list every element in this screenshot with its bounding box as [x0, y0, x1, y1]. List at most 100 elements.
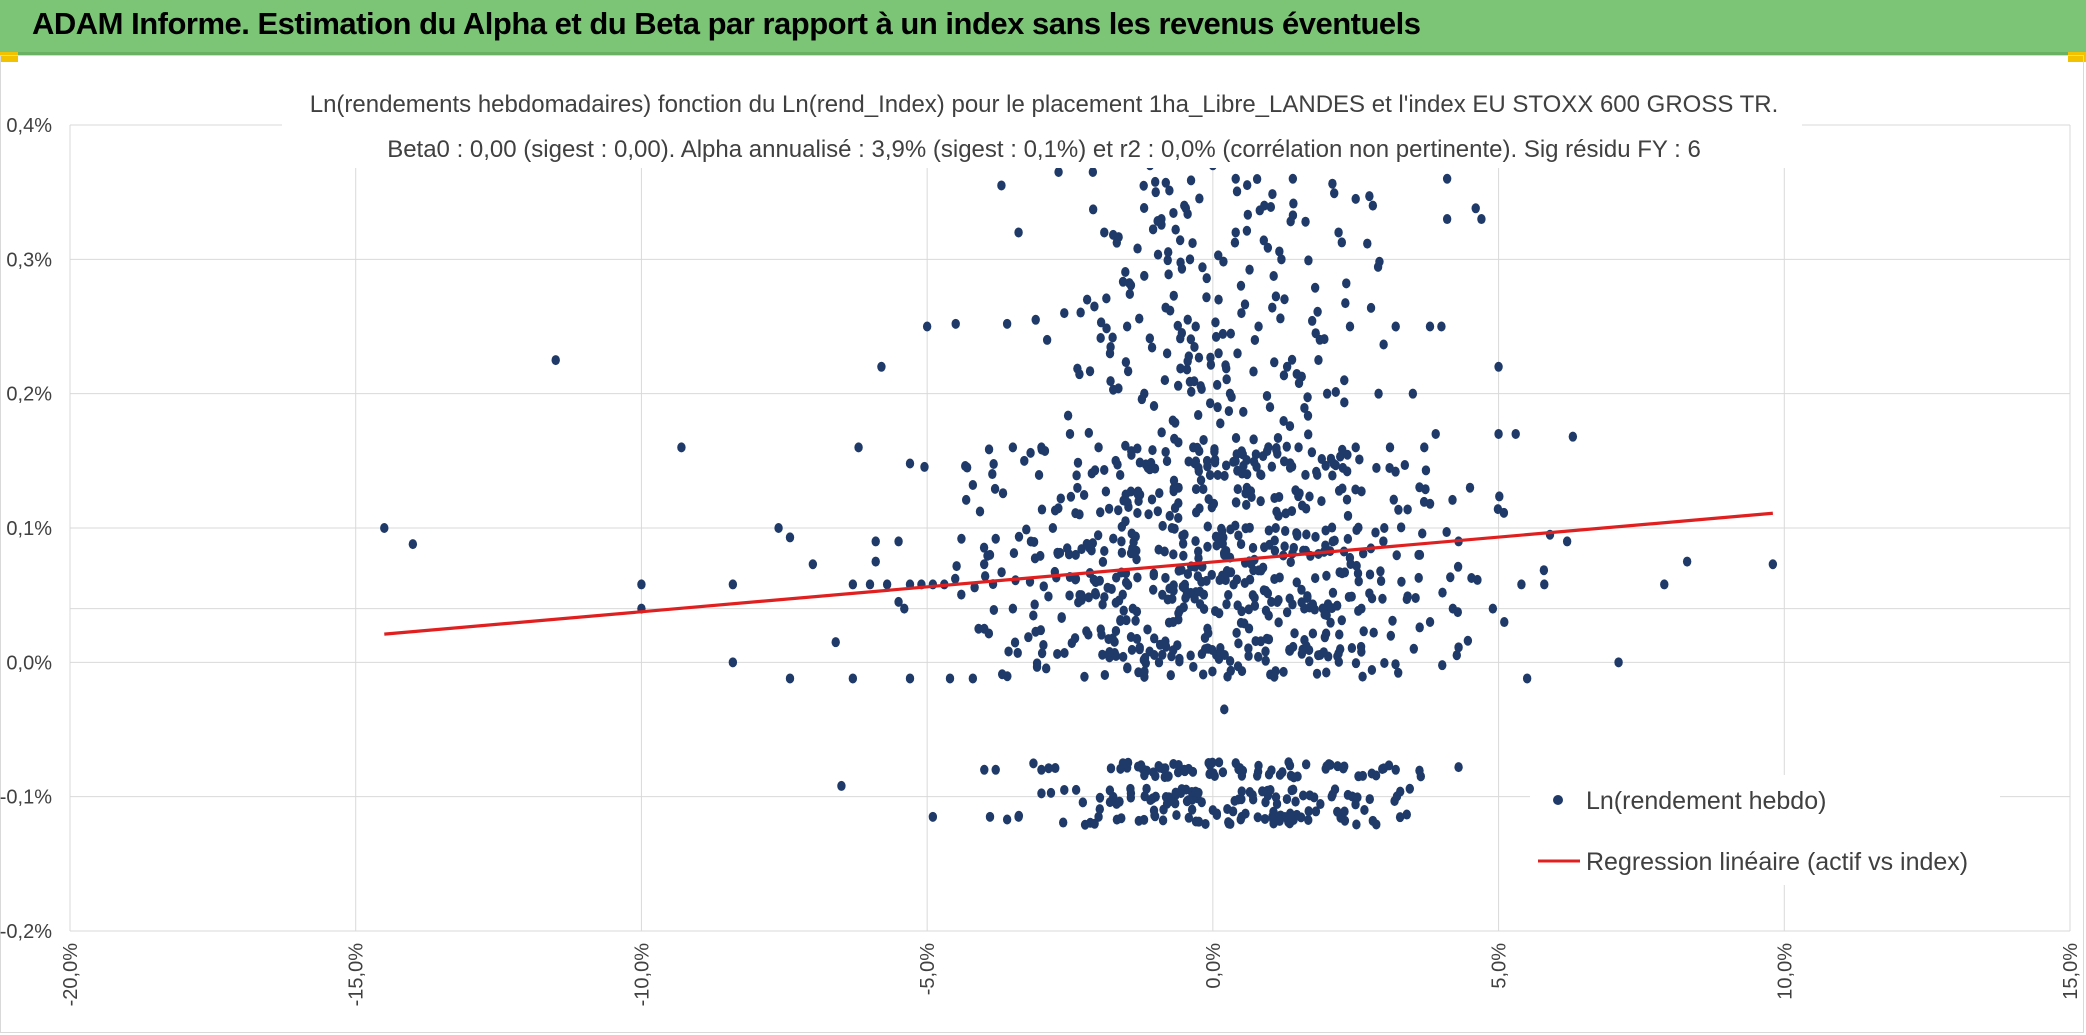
data-point — [1358, 770, 1368, 781]
data-point — [1063, 543, 1072, 554]
data-point — [1321, 525, 1330, 536]
data-point — [1072, 470, 1081, 481]
data-point — [1400, 460, 1410, 471]
data-point — [1149, 584, 1158, 595]
data-point — [1117, 547, 1127, 558]
data-point — [1186, 175, 1196, 186]
data-point — [1060, 647, 1069, 658]
data-point — [1191, 484, 1201, 495]
data-point — [1228, 806, 1238, 817]
data-point — [961, 494, 971, 505]
data-point — [1261, 797, 1270, 808]
data-point — [1292, 577, 1301, 588]
data-point — [1250, 592, 1259, 603]
data-point — [1014, 531, 1024, 542]
data-point — [1131, 615, 1140, 626]
data-point — [1078, 797, 1088, 808]
data-point — [1314, 355, 1323, 366]
data-point — [1220, 470, 1229, 481]
data-point — [1195, 599, 1205, 610]
data-point — [1002, 318, 1012, 329]
data-point — [1453, 561, 1463, 572]
data-point — [1146, 795, 1155, 806]
data-point — [1153, 249, 1163, 260]
data-point — [1199, 484, 1208, 495]
data-point — [970, 582, 979, 593]
data-point — [1442, 214, 1452, 225]
data-point — [1098, 649, 1107, 660]
y-tick-label: -0,2% — [0, 921, 52, 943]
data-point — [1268, 189, 1277, 200]
data-point — [1275, 815, 1284, 826]
data-point — [1256, 469, 1265, 480]
data-point — [1218, 767, 1228, 778]
data-point — [989, 459, 998, 470]
data-point — [1285, 644, 1294, 655]
data-point — [1226, 328, 1235, 339]
data-point — [1253, 812, 1263, 823]
data-point — [1266, 202, 1276, 213]
data-point — [1272, 506, 1281, 517]
data-point — [1095, 804, 1104, 815]
data-point — [1133, 572, 1142, 583]
data-point — [1351, 193, 1360, 204]
x-tick-label: -20,0% — [60, 943, 82, 1007]
data-point — [1411, 592, 1420, 603]
data-point — [1205, 398, 1215, 409]
data-point — [848, 673, 858, 684]
data-point — [1154, 657, 1164, 668]
data-point — [1347, 643, 1357, 654]
data-point — [1162, 348, 1172, 359]
data-point — [1454, 642, 1463, 653]
data-point — [1260, 813, 1270, 824]
data-point — [1176, 363, 1185, 374]
data-point — [1415, 622, 1424, 633]
data-point — [1155, 488, 1164, 499]
data-point — [728, 579, 738, 590]
data-point — [1320, 334, 1329, 345]
data-point — [1305, 790, 1315, 801]
data-point — [1334, 227, 1343, 238]
data-point — [1008, 442, 1018, 453]
data-point — [871, 556, 880, 567]
data-point — [1169, 645, 1178, 656]
data-point — [1268, 302, 1277, 313]
data-point — [1188, 766, 1198, 777]
y-tick-label: 0,4% — [6, 115, 52, 137]
data-point — [1245, 574, 1255, 585]
data-point — [957, 533, 966, 544]
data-point — [1188, 238, 1197, 249]
data-point — [1100, 669, 1110, 680]
data-point — [1160, 546, 1169, 557]
data-point — [1365, 191, 1374, 202]
data-point — [1259, 585, 1269, 596]
data-point — [1065, 590, 1074, 601]
data-point — [1421, 465, 1431, 476]
data-point — [1368, 200, 1378, 211]
data-point — [1187, 804, 1197, 815]
data-point — [1431, 428, 1440, 439]
data-point — [1127, 644, 1137, 655]
data-point — [1267, 596, 1276, 607]
data-point — [1213, 402, 1222, 413]
data-point — [1494, 361, 1503, 372]
data-point — [1335, 644, 1345, 655]
data-point — [1242, 180, 1252, 191]
data-point — [1345, 321, 1355, 332]
data-point — [1193, 571, 1203, 582]
data-point — [1088, 167, 1098, 178]
data-point — [1132, 545, 1141, 556]
data-point — [1158, 520, 1167, 531]
data-point — [1136, 760, 1146, 771]
data-point — [894, 596, 903, 607]
data-point — [1252, 174, 1262, 185]
data-point — [1206, 352, 1215, 363]
data-point — [1244, 650, 1253, 661]
data-point — [1169, 475, 1179, 486]
data-point — [1139, 180, 1148, 191]
data-point — [785, 673, 795, 684]
data-point — [1112, 814, 1122, 825]
data-point — [1264, 442, 1273, 453]
data-point — [1415, 549, 1425, 560]
